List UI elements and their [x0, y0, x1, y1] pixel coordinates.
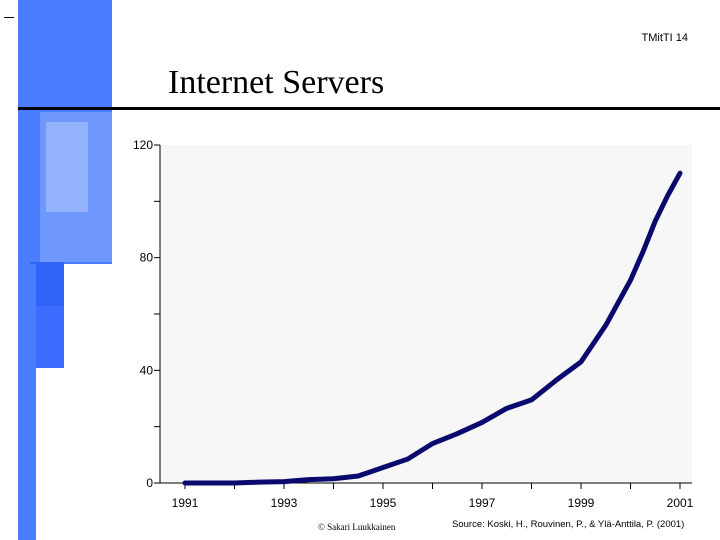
data-point	[183, 481, 187, 485]
data-point	[603, 323, 608, 328]
source-note: Source: Koski, H., Rouvinen, P., & Ylä-A…	[452, 519, 685, 530]
data-point	[207, 481, 212, 485]
data-point	[554, 378, 559, 383]
x-tick-label: 1995	[370, 496, 397, 510]
data-point	[331, 476, 336, 481]
data-point	[306, 477, 311, 482]
y-tick-label: 40	[140, 363, 154, 377]
data-point	[232, 481, 237, 485]
data-point	[628, 278, 633, 283]
data-point	[455, 431, 460, 436]
plot-area	[160, 145, 692, 483]
y-tick-label: 120	[133, 138, 153, 152]
y-tick-label: 0	[146, 476, 153, 490]
data-point	[529, 397, 534, 402]
copyright-note: © Sakari Luukkainen	[318, 522, 396, 532]
data-point	[678, 171, 682, 176]
x-tick-label: 1991	[172, 496, 199, 510]
data-point	[430, 441, 435, 446]
data-point	[480, 420, 484, 425]
x-tick-label: 1999	[568, 496, 595, 510]
x-tick-label: 1997	[469, 496, 496, 510]
data-point	[282, 479, 286, 484]
x-tick-label: 2001	[667, 496, 694, 510]
data-point	[257, 480, 262, 485]
decor-blue-panel-inset	[46, 122, 88, 212]
data-point	[640, 250, 645, 255]
chart-marks	[182, 170, 683, 486]
data-point	[356, 473, 361, 478]
data-point	[405, 457, 410, 462]
data-point	[653, 219, 658, 224]
data-point	[579, 359, 583, 364]
data-point	[381, 465, 385, 470]
slide-label: TMitTI 14	[641, 32, 688, 44]
title-divider	[18, 107, 720, 110]
data-point	[665, 193, 670, 198]
page-title: Internet Servers	[168, 64, 385, 101]
data-point	[504, 406, 509, 411]
x-tick-label: 1993	[271, 496, 298, 510]
y-tick-label: 80	[140, 251, 154, 265]
decor-tick-mark	[4, 17, 14, 18]
decor-blue-stripe-left	[18, 264, 36, 540]
decor-blue-panel-lower	[34, 306, 64, 368]
